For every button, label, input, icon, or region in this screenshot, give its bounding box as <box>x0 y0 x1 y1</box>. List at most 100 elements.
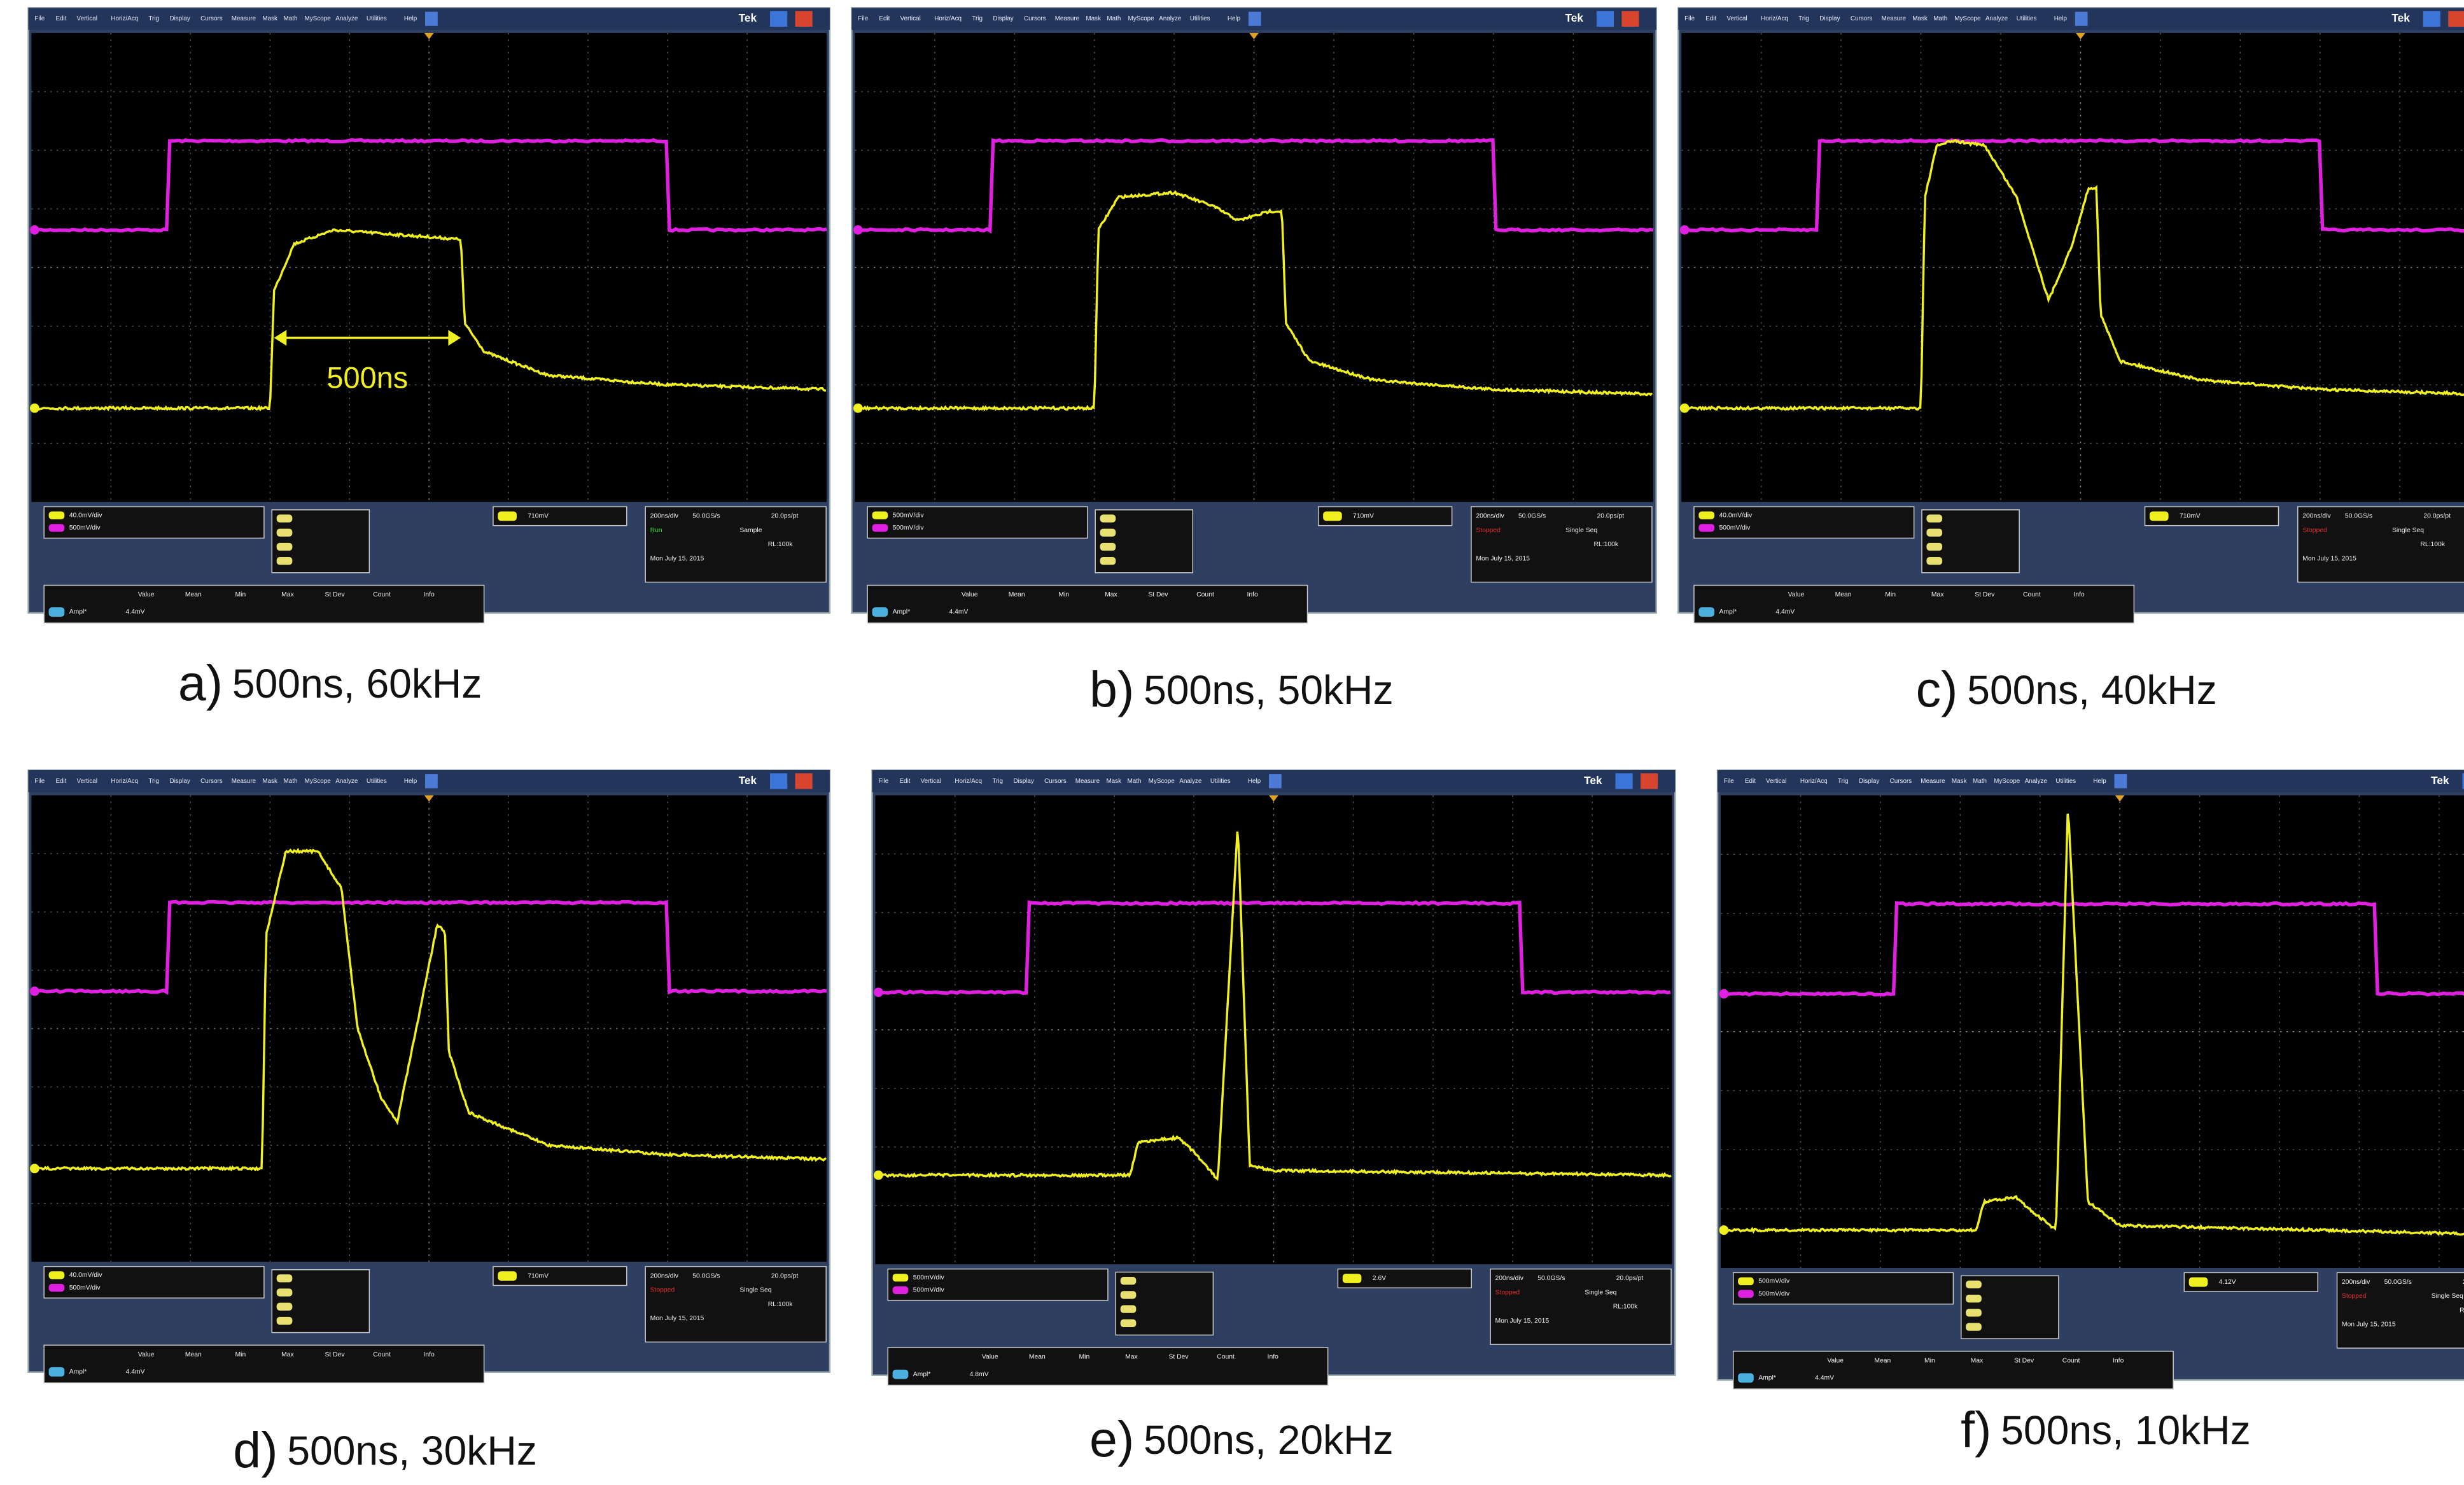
menu-item[interactable]: Math <box>1128 778 1142 785</box>
close-button[interactable] <box>795 11 813 27</box>
close-button[interactable] <box>1621 11 1639 27</box>
menu-item[interactable]: Mask <box>262 778 277 785</box>
menu-item[interactable]: File <box>1724 778 1734 785</box>
menu-item[interactable]: File <box>878 778 888 785</box>
menu-item[interactable]: Vertical <box>77 15 97 22</box>
menu-item[interactable]: File <box>1684 15 1695 22</box>
menu-item[interactable]: Utilities <box>367 778 387 785</box>
menu-item[interactable]: Help <box>2093 778 2106 785</box>
menu-item[interactable]: Edit <box>879 15 890 22</box>
close-button[interactable] <box>2448 11 2464 27</box>
menu-item[interactable]: Utilities <box>2017 15 2037 22</box>
help-button[interactable] <box>425 774 438 789</box>
minimize-button[interactable] <box>1615 773 1633 789</box>
menu-item[interactable]: Help <box>1248 778 1261 785</box>
menu-item[interactable]: Horiz/Acq <box>111 778 138 785</box>
menu-item[interactable]: Vertical <box>1766 778 1786 785</box>
menu-item[interactable]: Trig <box>148 778 159 785</box>
close-button[interactable] <box>1641 773 1658 789</box>
menu-item[interactable]: Analyze <box>335 15 358 22</box>
minimize-button[interactable] <box>1596 11 1614 27</box>
menu-item[interactable]: Horiz/Acq <box>1761 15 1788 22</box>
menu-item[interactable]: Horiz/Acq <box>1800 778 1828 785</box>
help-button[interactable] <box>1248 11 1261 26</box>
menu-item[interactable]: Measure <box>232 778 256 785</box>
menu-item[interactable]: Measure <box>1882 15 1907 22</box>
menu-item[interactable]: Display <box>170 15 190 22</box>
menu-item[interactable]: Cursors <box>1024 15 1046 22</box>
help-button[interactable] <box>1269 774 1282 789</box>
menu-item[interactable]: Display <box>1859 778 1879 785</box>
menu-item[interactable]: Cursors <box>200 15 223 22</box>
menu-item[interactable]: Display <box>170 778 190 785</box>
menu-item[interactable]: Measure <box>1921 778 1945 785</box>
menu-item[interactable]: Cursors <box>1044 778 1067 785</box>
menu-item[interactable]: Vertical <box>900 15 920 22</box>
menu-item[interactable]: Trig <box>1798 15 1809 22</box>
help-button[interactable] <box>425 11 438 26</box>
menu-item[interactable]: Help <box>404 15 417 22</box>
menu-item[interactable]: Edit <box>55 778 66 785</box>
menu-item[interactable]: Cursors <box>1890 778 1912 785</box>
menu-item[interactable]: Measure <box>232 15 256 22</box>
menu-item[interactable]: Display <box>993 15 1013 22</box>
minimize-button[interactable] <box>770 11 788 27</box>
menu-item[interactable]: Cursors <box>1851 15 1873 22</box>
menu-item[interactable]: Help <box>404 778 417 785</box>
menu-item[interactable]: Utilities <box>1210 778 1231 785</box>
menu-item[interactable]: Mask <box>1086 15 1101 22</box>
menu-item[interactable]: MyScope <box>1128 15 1155 22</box>
menu-item[interactable]: Analyze <box>1179 778 1202 785</box>
menu-item[interactable]: MyScope <box>1954 15 1981 22</box>
menu-item[interactable]: Cursors <box>200 778 223 785</box>
menu-item[interactable]: Analyze <box>1985 15 2008 22</box>
menu-item[interactable]: Horiz/Acq <box>111 15 138 22</box>
menu-item[interactable]: File <box>858 15 868 22</box>
menu-item[interactable]: MyScope <box>1994 778 2020 785</box>
menu-item[interactable]: Utilities <box>2055 778 2076 785</box>
menu-item[interactable]: Horiz/Acq <box>955 778 982 785</box>
menu-item[interactable]: Trig <box>992 778 1003 785</box>
menu-item[interactable]: Mask <box>1912 15 1928 22</box>
menu-item[interactable]: Help <box>1228 15 1241 22</box>
menu-item[interactable]: Analyze <box>335 778 358 785</box>
menu-item[interactable]: Measure <box>1075 778 1100 785</box>
help-button[interactable] <box>2114 774 2127 789</box>
menu-item[interactable]: Analyze <box>1159 15 1182 22</box>
close-button[interactable] <box>795 773 813 789</box>
menu-item[interactable]: Edit <box>899 778 910 785</box>
menu-item[interactable]: MyScope <box>305 778 332 785</box>
menu-item[interactable]: File <box>34 15 45 22</box>
menu-item[interactable]: Math <box>1933 15 1947 22</box>
menu-item[interactable]: Vertical <box>77 778 97 785</box>
menu-item[interactable]: Vertical <box>1726 15 1747 22</box>
menu-item[interactable]: Edit <box>1745 778 1756 785</box>
minimize-button[interactable] <box>2462 773 2464 789</box>
menu-item[interactable]: Horiz/Acq <box>934 15 962 22</box>
menu-item[interactable]: Math <box>1973 778 1987 785</box>
menu-item[interactable]: Mask <box>1952 778 1967 785</box>
menu-item[interactable]: Edit <box>55 15 66 22</box>
menu-item[interactable]: MyScope <box>305 15 332 22</box>
menu-item[interactable]: Math <box>284 778 298 785</box>
menu-item[interactable]: Trig <box>1838 778 1849 785</box>
menu-item[interactable]: Trig <box>972 15 983 22</box>
menu-item[interactable]: Math <box>284 15 298 22</box>
menu-item[interactable]: Display <box>1014 778 1034 785</box>
menu-item[interactable]: Display <box>1819 15 1840 22</box>
menu-item[interactable]: Help <box>2054 15 2068 22</box>
menu-item[interactable]: Utilities <box>367 15 387 22</box>
menu-item[interactable]: Vertical <box>921 778 941 785</box>
help-button[interactable] <box>2075 11 2088 26</box>
menu-item[interactable]: Analyze <box>2025 778 2048 785</box>
menu-item[interactable]: MyScope <box>1149 778 1175 785</box>
menu-item[interactable]: Mask <box>1106 778 1121 785</box>
menu-item[interactable]: Edit <box>1705 15 1716 22</box>
menu-item[interactable]: Measure <box>1055 15 1080 22</box>
menu-item[interactable]: Utilities <box>1190 15 1210 22</box>
menu-item[interactable]: File <box>34 778 45 785</box>
menu-item[interactable]: Trig <box>148 15 159 22</box>
menu-item[interactable]: Mask <box>262 15 277 22</box>
menu-item[interactable]: Math <box>1107 15 1121 22</box>
minimize-button[interactable] <box>770 773 788 789</box>
